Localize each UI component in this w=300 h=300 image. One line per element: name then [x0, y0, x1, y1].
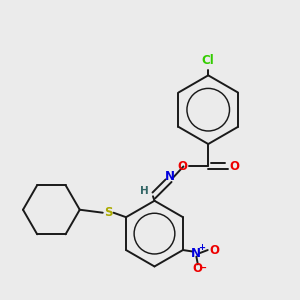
Text: S: S — [104, 206, 112, 219]
Text: O: O — [209, 244, 219, 256]
Text: O: O — [177, 160, 187, 173]
Text: H: H — [140, 186, 148, 196]
Text: N: N — [191, 247, 201, 260]
Text: O: O — [229, 160, 239, 173]
Text: O: O — [193, 262, 203, 275]
Text: Cl: Cl — [202, 54, 214, 67]
Text: N: N — [164, 170, 174, 183]
Text: +: + — [198, 243, 205, 252]
Text: −: − — [199, 262, 207, 272]
